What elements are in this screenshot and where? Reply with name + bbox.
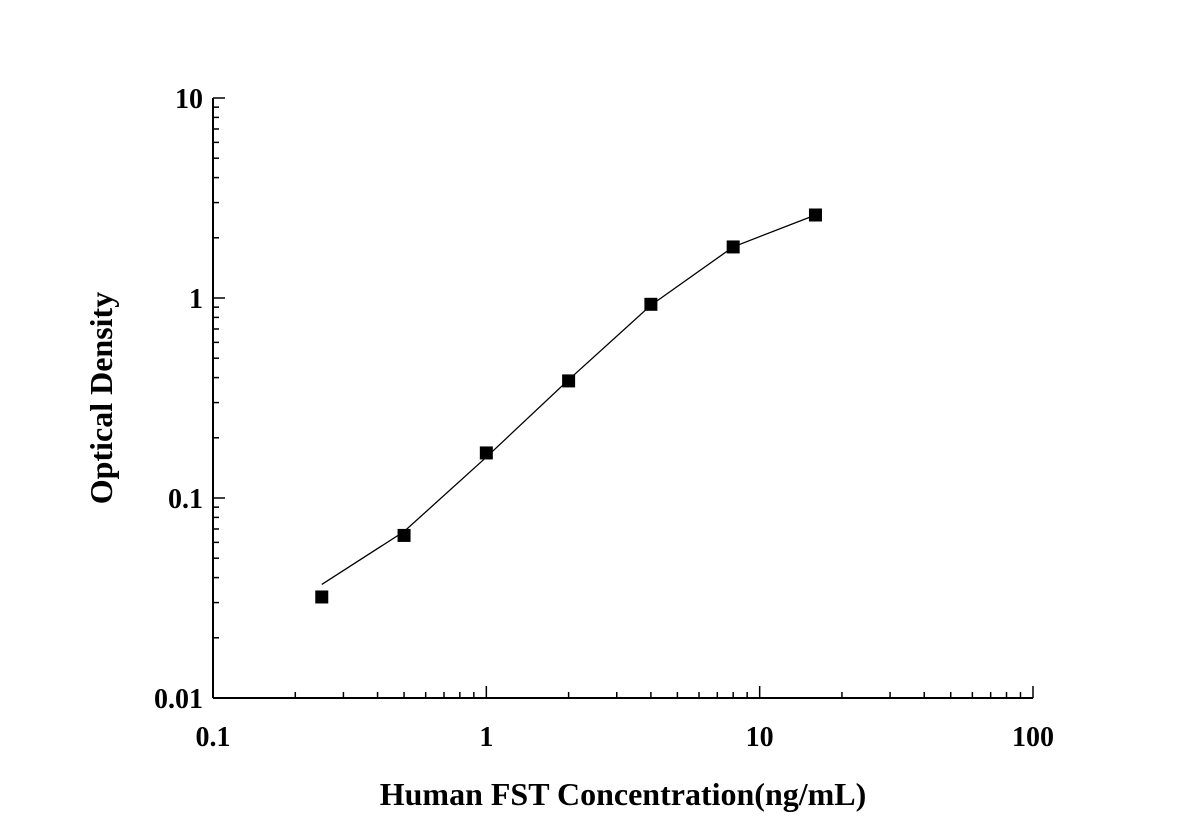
x-tick-label: 100	[1012, 722, 1054, 753]
x-tick-label: 1	[479, 722, 493, 753]
x-axis	[212, 686, 1034, 699]
data-point	[808, 208, 822, 222]
y-axis-title: Optical Density	[83, 292, 119, 504]
y-tick-label: 1	[189, 284, 203, 315]
x-tick-labels: 0.1 1 10 100	[196, 722, 1055, 753]
y-tick-label: 10	[175, 84, 203, 115]
y-axis	[212, 97, 225, 699]
data-point	[644, 297, 658, 311]
y-tick-label: 0.1	[168, 484, 203, 515]
y-tick-labels: 0.01 0.1 1 10	[154, 84, 203, 715]
x-axis-title: Human FST Concentration(ng/mL)	[380, 776, 867, 812]
data-point	[479, 446, 493, 460]
y-tick-label: 0.01	[154, 684, 203, 715]
data-points	[315, 208, 822, 604]
x-tick-label: 0.1	[196, 722, 231, 753]
data-point	[726, 240, 740, 254]
fit-curve	[321, 214, 816, 585]
data-point	[562, 374, 576, 388]
x-tick-label: 10	[746, 722, 774, 753]
data-point	[315, 590, 329, 604]
data-point	[397, 528, 411, 542]
